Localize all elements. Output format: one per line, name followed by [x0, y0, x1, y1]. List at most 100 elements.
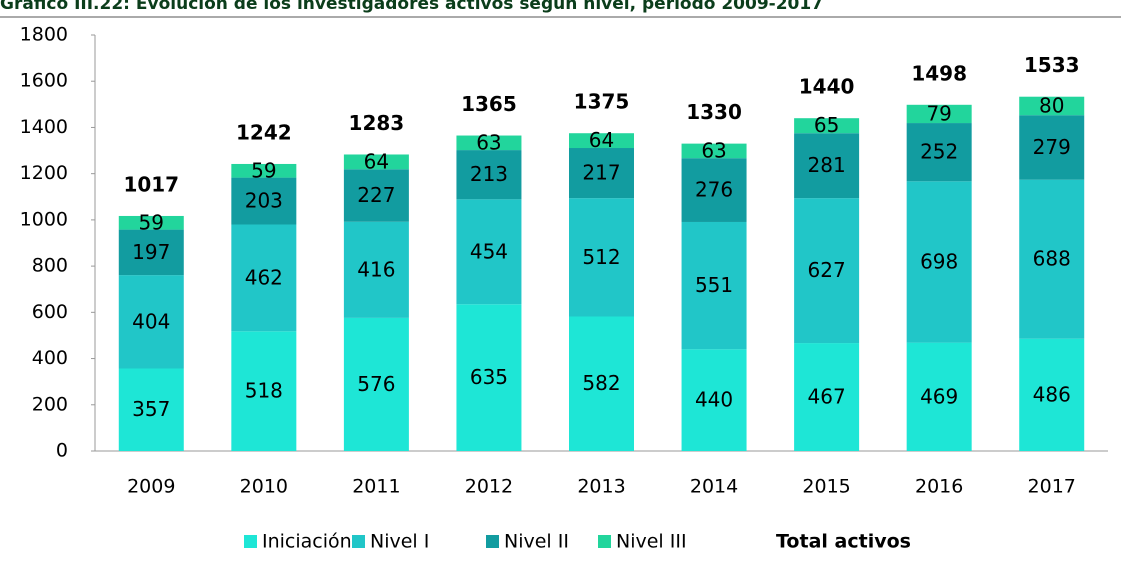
bar-segment: [681, 221, 747, 350]
legend-swatch: [352, 535, 365, 548]
bar-segment: [456, 150, 522, 200]
y-tick-label: 400: [32, 347, 68, 369]
value-label: 512: [582, 245, 620, 269]
bar-segment: [1019, 115, 1085, 180]
bar-segment: [569, 198, 634, 317]
value-label: 486: [1033, 382, 1071, 406]
legend-label: Iniciación: [262, 531, 352, 553]
bar-segment: [794, 343, 860, 451]
bar-segment: [343, 169, 409, 222]
y-tick-label: 0: [56, 440, 68, 462]
value-label: 357: [132, 397, 170, 421]
y-tick-label: 600: [32, 301, 68, 323]
value-label: 59: [251, 158, 276, 182]
value-label: 440: [695, 388, 733, 412]
x-tick-label: 2009: [127, 476, 175, 498]
bar-segment: [118, 368, 184, 451]
bar-segment: [118, 275, 184, 369]
bar-segment: [456, 135, 522, 151]
value-label: 467: [808, 385, 846, 409]
value-label: 63: [701, 138, 726, 162]
bar-segment: [343, 154, 409, 170]
total-label: 1242: [236, 120, 292, 144]
bar-segment: [681, 349, 747, 451]
bar-segment: [906, 342, 972, 451]
bar-segment: [1019, 96, 1085, 116]
value-label: 79: [926, 101, 951, 125]
value-label: 217: [582, 161, 620, 185]
value-label: 627: [808, 258, 846, 282]
bar-segment: [794, 198, 860, 344]
bar-segment: [456, 199, 522, 305]
y-tick-label: 1600: [20, 70, 68, 92]
bar-segment: [231, 177, 297, 225]
y-tick-label: 1000: [20, 208, 68, 230]
x-tick-label: 2014: [690, 476, 738, 498]
total-label: 1498: [911, 61, 967, 85]
legend-label: Nivel I: [370, 531, 429, 553]
bar-segment: [118, 215, 184, 230]
total-label: 1365: [461, 92, 517, 116]
x-tick-label: 2015: [802, 476, 850, 498]
value-label: 518: [245, 379, 283, 403]
value-label: 688: [1033, 247, 1071, 271]
bar-segment: [794, 133, 860, 199]
value-label: 551: [695, 273, 733, 297]
bar-segment: [681, 158, 747, 222]
value-label: 454: [470, 239, 508, 263]
bar-segment: [231, 224, 297, 332]
bar-segment: [231, 163, 297, 178]
value-label: 276: [695, 178, 733, 202]
bar-segment: [456, 304, 522, 451]
total-label: 1440: [799, 75, 855, 99]
value-label: 64: [589, 128, 614, 152]
value-label: 635: [470, 365, 508, 389]
y-tick-label: 800: [32, 255, 68, 277]
value-label: 469: [920, 384, 958, 408]
bar-segment: [906, 123, 972, 182]
total-label: 1330: [686, 100, 742, 124]
legend-swatch: [598, 535, 611, 548]
value-label: 416: [357, 257, 395, 281]
bar-segment: [343, 317, 409, 451]
value-label: 203: [245, 189, 283, 213]
value-label: 582: [582, 371, 620, 395]
bar-segment: [118, 229, 184, 276]
value-label: 213: [470, 162, 508, 186]
y-tick-label: 1400: [20, 116, 68, 138]
value-label: 576: [357, 372, 395, 396]
legend-swatch: [244, 535, 257, 548]
total-label: 1017: [123, 172, 179, 196]
value-label: 281: [808, 153, 846, 177]
legend-label: Nivel III: [616, 531, 687, 553]
bar-segment: [794, 118, 860, 134]
x-tick-label: 2016: [915, 476, 963, 498]
bar-segment: [569, 316, 634, 451]
x-tick-label: 2017: [1028, 476, 1076, 498]
bar-segment: [569, 133, 634, 149]
legend-label: Total activos: [776, 531, 911, 553]
x-tick-label: 2011: [352, 476, 400, 498]
value-label: 64: [364, 149, 389, 173]
chart-title: Gráfico III.22: Evolución de los investi…: [0, 0, 823, 14]
value-label: 404: [132, 309, 170, 333]
value-label: 63: [476, 130, 501, 154]
bar-segment: [681, 143, 747, 159]
bar-segment: [1019, 338, 1085, 451]
y-tick-label: 1200: [20, 162, 68, 184]
value-label: 279: [1033, 135, 1071, 159]
bar-segment: [231, 331, 297, 451]
legend-label: Nivel II: [504, 531, 569, 553]
y-tick-label: 1800: [20, 24, 68, 46]
y-tick-label: 200: [32, 393, 68, 415]
bar-segment: [906, 104, 972, 124]
total-label: 1533: [1024, 53, 1080, 77]
value-label: 462: [245, 265, 283, 289]
total-label: 1375: [574, 90, 630, 114]
value-label: 80: [1039, 93, 1064, 117]
value-label: 197: [132, 240, 170, 264]
value-label: 65: [814, 113, 839, 137]
bar-segment: [343, 221, 409, 318]
bar-segment: [569, 148, 634, 199]
